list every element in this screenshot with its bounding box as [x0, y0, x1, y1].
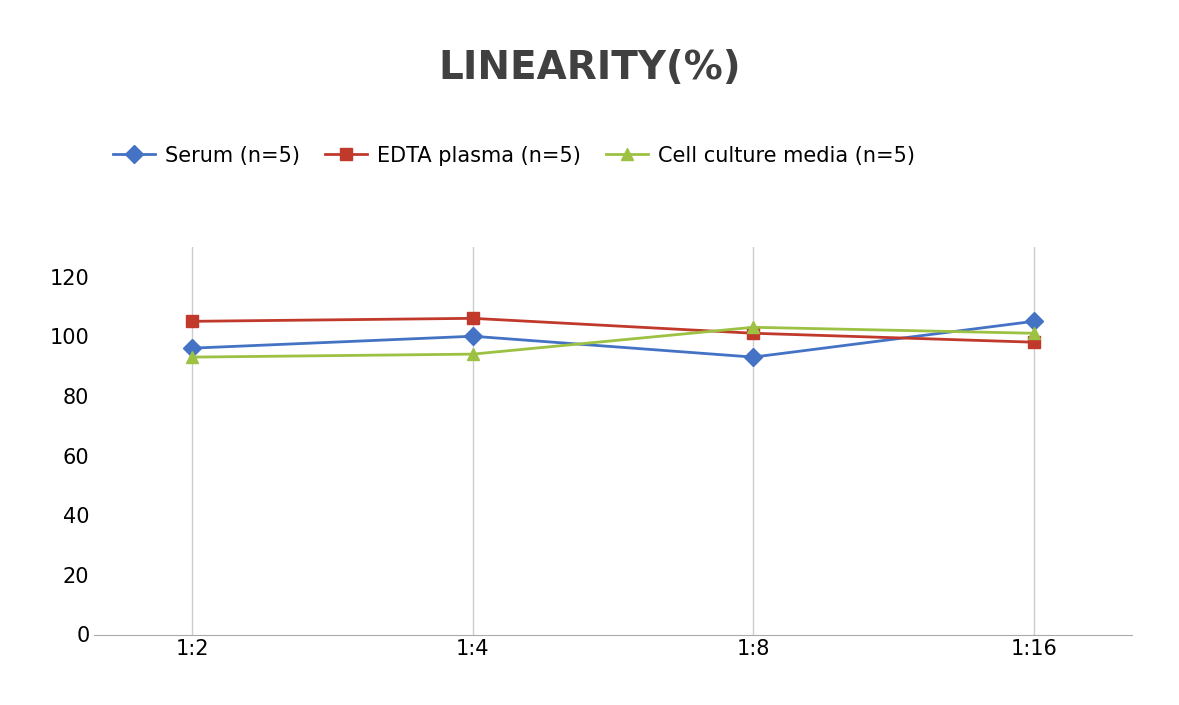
Legend: Serum (n=5), EDTA plasma (n=5), Cell culture media (n=5): Serum (n=5), EDTA plasma (n=5), Cell cul…: [105, 137, 923, 174]
EDTA plasma (n=5): [185, 317, 199, 326]
Cell culture media (n=5): [1027, 329, 1041, 338]
Line: Cell culture media (n=5): Cell culture media (n=5): [186, 321, 1040, 363]
Line: EDTA plasma (n=5): EDTA plasma (n=5): [186, 312, 1040, 348]
EDTA plasma (n=5): [1027, 338, 1041, 346]
Serum (n=5): [1027, 317, 1041, 326]
Serum (n=5): [746, 353, 760, 362]
Serum (n=5): [466, 332, 480, 341]
Text: LINEARITY(%): LINEARITY(%): [439, 49, 740, 87]
Cell culture media (n=5): [746, 323, 760, 331]
EDTA plasma (n=5): [746, 329, 760, 338]
Cell culture media (n=5): [466, 350, 480, 358]
Line: Serum (n=5): Serum (n=5): [186, 315, 1040, 363]
EDTA plasma (n=5): [466, 314, 480, 323]
Cell culture media (n=5): [185, 353, 199, 362]
Serum (n=5): [185, 344, 199, 352]
